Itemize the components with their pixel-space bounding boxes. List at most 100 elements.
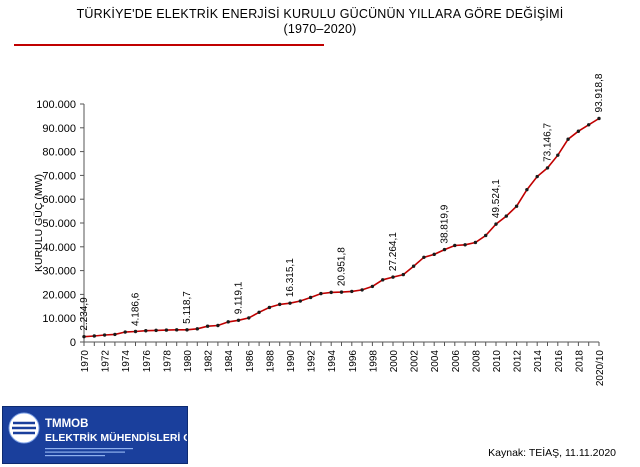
data-point [535,174,539,179]
data-point [123,330,127,334]
data-point [370,284,375,289]
data-point [484,233,488,238]
x-tick-label: 1988 [265,350,276,373]
x-tick-label: 1980 [183,350,194,373]
data-point [587,123,591,127]
chart-title-line2: (1970–2020) [283,22,357,36]
y-tick-label: 0 [70,337,76,349]
x-tick-label: 1982 [204,350,215,373]
logo-line2: ELEKTRİK MÜHENDİSLERİ ODASI [45,432,187,444]
data-point [494,222,498,226]
data-label: 4.186,6 [131,292,142,326]
data-point [226,320,230,324]
installed-capacity-line-chart: 0 10.000 20.000 30.000 40.000 50.000 60.000 70.… [33,73,606,387]
data-point [102,333,107,337]
data-point [329,290,333,295]
x-tick-label: 2010 [492,350,503,373]
x-tick-label: 2020/10 [595,350,606,387]
x-tick-label: 2014 [533,350,544,373]
y-axis-label: KURULU GÜÇ (MW) [33,174,45,272]
y-tick-label: 70.000 [42,170,76,182]
data-label: 49.524,1 [491,179,502,218]
y-tick-label: 10.000 [42,313,76,325]
data-point [92,334,97,338]
x-tick-label: 1990 [286,350,297,373]
data-point [175,328,179,332]
data-point [525,187,529,192]
data-label: 73.146,7 [543,123,554,162]
data-label: 16.315,1 [285,258,296,297]
data-point [288,301,292,305]
x-tick-label: 1972 [101,350,112,373]
x-tick-label: 1978 [162,350,173,373]
data-point [216,323,220,328]
data-point [545,166,550,170]
data-point [339,290,344,294]
data-point [319,291,323,296]
x-tick-label: 1994 [327,350,338,373]
x-tick-label: 2018 [574,350,585,373]
data-point [278,302,282,307]
x-tick-label: 2002 [410,350,421,373]
x-tick-label: 1984 [224,350,235,373]
data-point [504,214,508,218]
data-point [298,299,302,303]
y-tick-label: 80.000 [42,147,76,159]
x-tick-label: 1976 [142,350,153,373]
data-point [432,252,436,257]
data-point [195,327,199,331]
data-label: 38.819,9 [440,204,451,243]
source-note: Kaynak: TEİAŞ, 11.11.2020 [488,447,616,459]
data-point [401,272,405,277]
y-tick-label: 90.000 [42,123,76,135]
data-point [247,316,251,320]
data-label: 27.264,1 [388,232,399,271]
data-point [267,305,272,310]
data-point [514,204,519,208]
data-point [391,275,395,279]
data-point [113,332,117,337]
data-label: 9.119,1 [234,281,245,314]
logo-line1: TMMOB [45,418,89,430]
data-point [308,295,313,300]
x-tick-label: 2004 [430,350,441,373]
data-point [453,243,457,248]
x-tick-label: 1992 [307,350,318,373]
title-underline [14,44,324,46]
y-tick-label: 40.000 [42,242,76,254]
x-tick-label: 2008 [471,350,482,373]
data-point [422,255,426,260]
x-tick-label: 1974 [121,350,132,373]
x-tick-label: 2000 [389,350,400,373]
y-tick-label: 30.000 [42,266,76,278]
data-point [463,243,467,247]
data-point [442,247,447,252]
chart-title-line1: TÜRKİYE'DE ELEKTRİK ENERJİSİ KURULU GÜCÜ… [76,7,564,21]
data-point [236,318,241,322]
x-tick-label: 1970 [80,350,91,373]
y-tick-label: 60.000 [42,194,76,206]
data-point [411,264,416,268]
x-tick-label: 2012 [513,350,524,373]
data-point [473,240,478,245]
logo-fineprint-graphic [45,448,133,457]
series-line [83,117,600,338]
data-label: 20.951,8 [337,247,348,286]
data-point [144,329,148,333]
data-point [597,116,601,121]
chart-title: TÜRKİYE'DE ELEKTRİK ENERJİSİ KURULU GÜCÜ… [0,7,640,37]
data-label: 5.118,7 [182,291,193,324]
tmmob-emo-logo: TMMOB ELEKTRİK MÜHENDİSLERİ ODASI [2,406,188,464]
data-point [350,289,354,294]
data-point [257,310,261,314]
data-point [566,137,570,141]
data-point [381,278,385,282]
x-tick-label: 1996 [348,350,359,373]
y-tick-label: 20.000 [42,289,76,301]
x-tick-label: 2016 [554,350,565,373]
data-point [133,329,138,334]
x-tick-label: 2006 [451,350,462,373]
data-point [556,153,560,157]
x-tick-label: 1986 [245,350,256,373]
y-tick-label: 50.000 [42,218,76,230]
